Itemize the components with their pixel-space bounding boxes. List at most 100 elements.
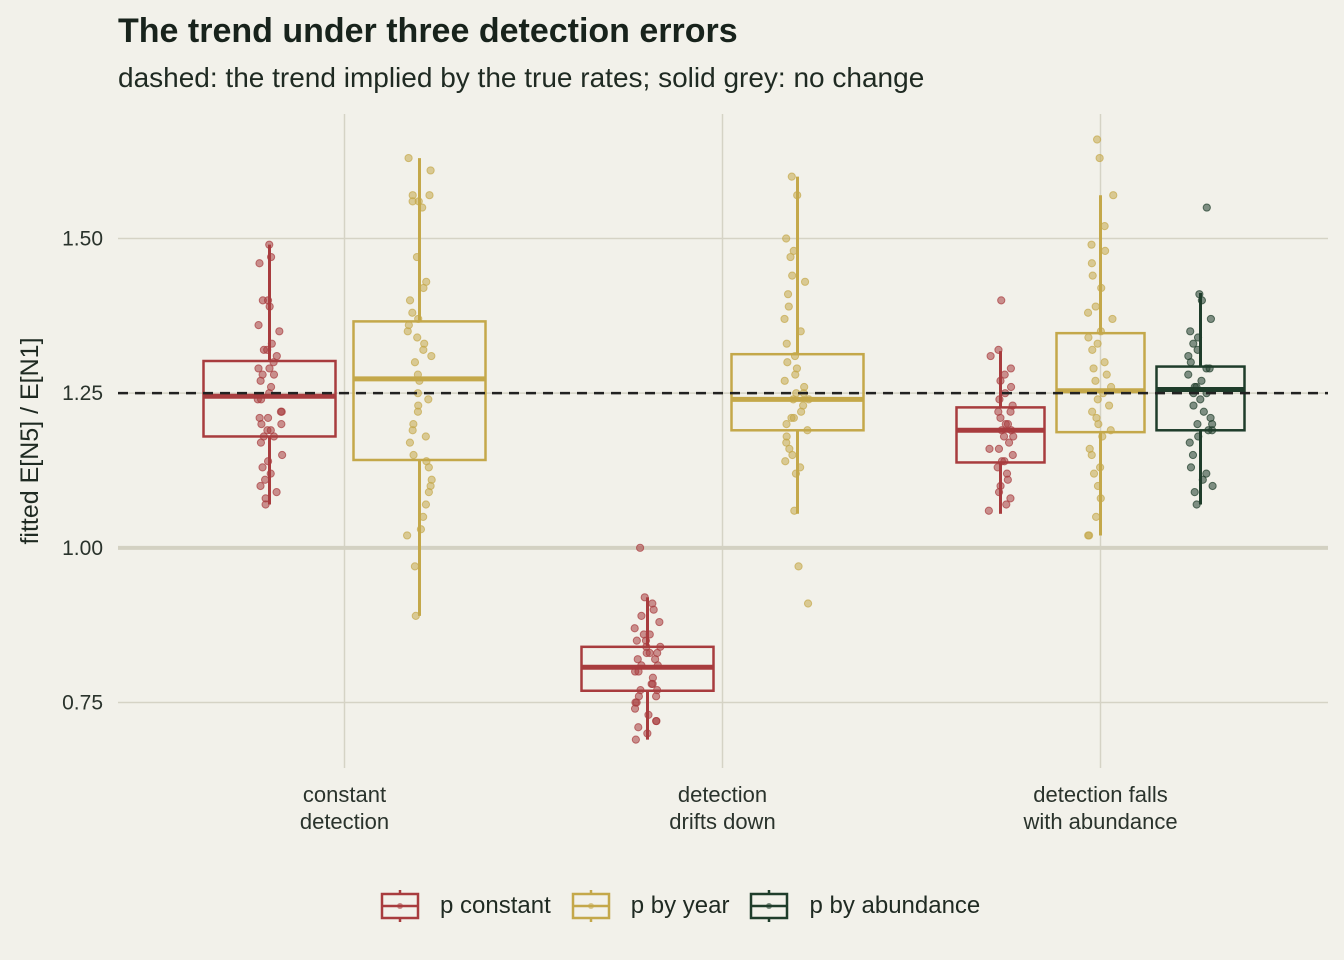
data-point: [272, 488, 281, 497]
data-point: [1197, 296, 1206, 305]
data-point: [781, 457, 790, 466]
data-point: [647, 679, 656, 689]
data-point: [277, 420, 286, 429]
data-point: [642, 648, 651, 658]
legend-label: p by abundance: [809, 892, 981, 919]
data-point: [780, 376, 789, 385]
legend-item: p by year: [571, 888, 730, 924]
x-category-label: drifts down: [669, 809, 775, 834]
data-point: [1006, 364, 1015, 373]
data-point: [414, 314, 423, 324]
data-point: [403, 327, 412, 336]
x-category-label: detection: [678, 782, 767, 807]
data-point: [403, 531, 412, 540]
data-point: [415, 376, 424, 385]
data-point: [1091, 302, 1100, 311]
data-point: [1185, 438, 1194, 447]
data-point: [787, 172, 796, 181]
legend-label: p by year: [630, 892, 730, 919]
data-point: [996, 376, 1005, 385]
data-point: [1204, 426, 1213, 435]
x-category-label: with abundance: [1022, 809, 1177, 834]
data-point: [253, 395, 262, 404]
data-point: [1087, 450, 1096, 460]
data-point: [410, 562, 420, 571]
data-point: [1189, 339, 1198, 348]
data-point: [1198, 475, 1207, 484]
data-point: [410, 358, 420, 367]
data-point: [419, 512, 428, 522]
data-point: [275, 327, 284, 336]
data-point: [411, 611, 420, 620]
data-point: [1087, 240, 1096, 249]
data-point: [258, 463, 267, 472]
data-point: [427, 351, 436, 361]
data-point: [632, 636, 641, 645]
data-point: [256, 481, 265, 491]
data-point: [1193, 333, 1203, 342]
data-point: [644, 710, 653, 719]
data-point: [278, 450, 287, 460]
data-point: [1194, 432, 1203, 441]
data-point: [635, 543, 645, 552]
data-point: [1088, 407, 1097, 416]
data-point: [416, 525, 426, 534]
data-point: [265, 302, 274, 311]
data-point: [257, 420, 266, 429]
y-tick-label: 1.00: [62, 537, 103, 560]
data-point: [261, 500, 270, 509]
data-point: [789, 246, 798, 255]
data-point: [631, 735, 640, 744]
data-point: [413, 407, 423, 416]
data-point: [1205, 364, 1214, 373]
data-point: [790, 506, 799, 515]
data-point: [1006, 494, 1015, 503]
data-point: [994, 444, 1004, 453]
data-point: [272, 351, 281, 361]
data-point: [269, 432, 279, 441]
data-point: [643, 729, 652, 738]
data-point: [637, 611, 646, 620]
data-point: [266, 252, 276, 262]
data-point: [1188, 450, 1198, 460]
data-point: [789, 395, 798, 404]
data-point: [995, 395, 1004, 404]
data-point: [1002, 500, 1011, 509]
data-point: [1088, 271, 1097, 280]
data-point: [1089, 364, 1098, 373]
data-point: [1106, 426, 1115, 435]
data-point: [1096, 494, 1105, 503]
data-point: [984, 506, 993, 515]
data-point: [1202, 203, 1211, 212]
data-point: [1084, 333, 1093, 342]
data-point: [1084, 531, 1094, 540]
data-point: [997, 296, 1006, 305]
data-point: [1208, 481, 1217, 491]
data-point: [786, 252, 795, 262]
data-point: [1100, 358, 1109, 367]
data-point: [784, 302, 793, 311]
data-point: [1096, 327, 1105, 336]
data-point: [1108, 314, 1117, 324]
data-point: [994, 488, 1004, 497]
data-point: [796, 327, 805, 336]
data-point: [783, 290, 793, 299]
data-point: [1004, 438, 1014, 447]
x-category-label: constant: [303, 782, 386, 807]
data-point: [1202, 469, 1211, 478]
data-point: [263, 457, 273, 466]
data-point: [408, 308, 417, 317]
data-point: [1088, 345, 1097, 354]
data-point: [782, 339, 791, 348]
data-point: [1089, 469, 1099, 478]
data-point: [649, 605, 658, 614]
data-point: [782, 234, 791, 243]
data-point: [1193, 345, 1202, 354]
data-point: [424, 463, 433, 472]
data-point: [1104, 401, 1114, 410]
data-point: [634, 667, 643, 676]
data-point: [269, 370, 279, 379]
data-point: [994, 345, 1003, 354]
data-point: [1008, 450, 1017, 460]
